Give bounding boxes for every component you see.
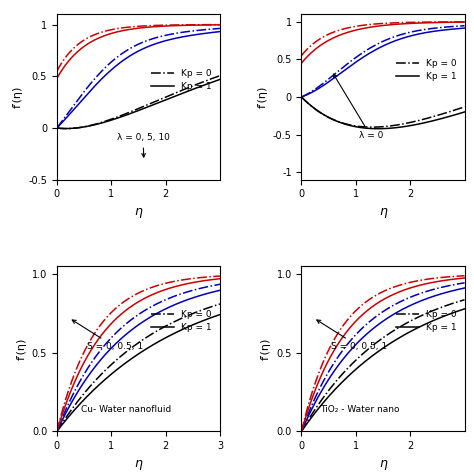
Legend: Kp = 0, Kp = 1: Kp = 0, Kp = 1 [392,306,460,336]
X-axis label: η: η [379,456,387,470]
Y-axis label: f′(η): f′(η) [261,337,271,360]
X-axis label: η: η [135,456,142,470]
Text: λ = 0, 5, 10: λ = 0, 5, 10 [117,134,170,157]
Text: TiO₂ - Water nano: TiO₂ - Water nano [320,405,400,414]
X-axis label: η: η [379,205,387,218]
Y-axis label: f′(η): f′(η) [16,337,26,360]
Y-axis label: f′(η): f′(η) [13,86,23,108]
Legend: Kp = 0, Kp = 1: Kp = 0, Kp = 1 [392,55,460,85]
Text: Cu- Water nanofluid: Cu- Water nanofluid [82,405,172,414]
Text: λ = 0: λ = 0 [333,74,383,140]
Text: S = 0, 0.5, 1: S = 0, 0.5, 1 [317,320,387,351]
Y-axis label: f′(η): f′(η) [257,86,267,108]
Text: S = 0, 0.5, 1: S = 0, 0.5, 1 [72,320,143,351]
X-axis label: η: η [135,205,142,218]
Legend: Kp = 0, Kp = 1: Kp = 0, Kp = 1 [148,65,215,95]
Legend: Kp = 0, Kp = 1: Kp = 0, Kp = 1 [148,306,215,336]
